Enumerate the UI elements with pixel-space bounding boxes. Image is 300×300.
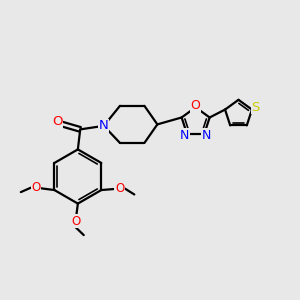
Text: O: O bbox=[115, 182, 124, 195]
Text: S: S bbox=[251, 101, 260, 114]
Text: O: O bbox=[32, 181, 41, 194]
Text: N: N bbox=[99, 119, 109, 132]
Text: O: O bbox=[191, 99, 201, 112]
Text: O: O bbox=[71, 215, 81, 228]
Text: N: N bbox=[202, 129, 211, 142]
Text: N: N bbox=[180, 129, 189, 142]
Text: methoxy: methoxy bbox=[19, 192, 25, 194]
Text: O: O bbox=[52, 115, 63, 128]
